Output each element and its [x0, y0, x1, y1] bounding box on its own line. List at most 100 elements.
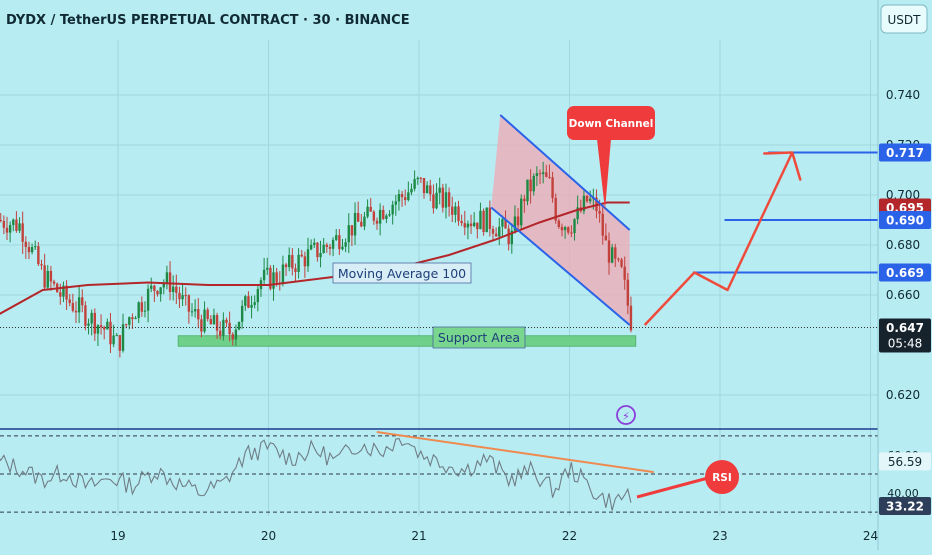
candle-body[interactable]	[422, 178, 426, 194]
candle-body[interactable]	[71, 303, 75, 311]
candle-body[interactable]	[529, 179, 532, 192]
candle-body[interactable]	[168, 272, 172, 292]
candle-body[interactable]	[472, 222, 476, 227]
candle-body[interactable]	[338, 235, 341, 250]
candle-body[interactable]	[219, 330, 222, 336]
candle-body[interactable]	[137, 302, 140, 318]
candle-body[interactable]	[8, 225, 12, 233]
candle-body[interactable]	[68, 299, 71, 304]
candle-body[interactable]	[93, 312, 96, 334]
candle-body[interactable]	[112, 335, 115, 345]
candle-body[interactable]	[30, 247, 34, 253]
candle-body[interactable]	[294, 268, 297, 272]
candle-body[interactable]	[400, 194, 404, 198]
candle-body[interactable]	[99, 325, 103, 328]
candle-body[interactable]	[372, 211, 376, 221]
candle-body[interactable]	[356, 212, 360, 222]
candle-body[interactable]	[491, 228, 495, 234]
candle-body[interactable]	[441, 187, 445, 208]
candle-body[interactable]	[563, 227, 567, 231]
candle-body[interactable]	[40, 264, 43, 266]
candle-body[interactable]	[360, 221, 363, 227]
candle-body[interactable]	[165, 272, 169, 285]
candle-body[interactable]	[140, 302, 144, 312]
candle-body[interactable]	[269, 267, 272, 289]
candle-body[interactable]	[413, 179, 416, 189]
candle-body[interactable]	[610, 247, 614, 263]
candle-body[interactable]	[190, 311, 194, 313]
candle-body[interactable]	[266, 267, 269, 270]
candle-body[interactable]	[435, 192, 438, 209]
candle-body[interactable]	[131, 317, 134, 320]
candle-body[interactable]	[388, 214, 391, 216]
candle-body[interactable]	[193, 309, 197, 312]
candle-body[interactable]	[629, 305, 633, 331]
candle-body[interactable]	[253, 302, 256, 305]
candle-body[interactable]	[21, 223, 24, 242]
candle-body[interactable]	[0, 220, 2, 221]
candle-body[interactable]	[488, 207, 492, 229]
candle-body[interactable]	[582, 195, 586, 212]
candle-body[interactable]	[325, 244, 329, 247]
candle-body[interactable]	[178, 292, 181, 300]
candle-body[interactable]	[548, 176, 551, 178]
candle-body[interactable]	[96, 325, 100, 334]
candle-body[interactable]	[159, 287, 162, 295]
candle-body[interactable]	[538, 173, 542, 175]
candle-body[interactable]	[523, 198, 526, 202]
candle-body[interactable]	[212, 315, 216, 325]
candle-body[interactable]	[244, 296, 247, 306]
candle-body[interactable]	[457, 206, 460, 221]
candle-body[interactable]	[143, 310, 147, 312]
lightning-icon[interactable]	[616, 405, 636, 425]
candle-body[interactable]	[626, 279, 630, 306]
candles[interactable]	[0, 161, 633, 358]
candle-body[interactable]	[43, 265, 46, 288]
candle-body[interactable]	[62, 285, 65, 297]
candle-body[interactable]	[262, 269, 266, 281]
candle-body[interactable]	[460, 220, 463, 224]
candle-body[interactable]	[350, 225, 354, 236]
candle-body[interactable]	[300, 254, 303, 257]
candle-body[interactable]	[316, 242, 319, 258]
candle-body[interactable]	[90, 312, 93, 324]
candle-body[interactable]	[146, 288, 150, 311]
candle-body[interactable]	[228, 322, 231, 335]
candle-body[interactable]	[494, 233, 498, 237]
candle-body[interactable]	[385, 215, 388, 220]
candle-body[interactable]	[375, 220, 379, 224]
candle-body[interactable]	[297, 254, 300, 272]
candle-body[interactable]	[5, 227, 9, 233]
candle-body[interactable]	[576, 207, 579, 220]
candle-body[interactable]	[291, 255, 294, 269]
candle-body[interactable]	[485, 207, 488, 233]
candle-body[interactable]	[52, 281, 56, 284]
candle-body[interactable]	[18, 223, 21, 231]
candle-body[interactable]	[369, 206, 372, 212]
candle-body[interactable]	[623, 266, 626, 280]
candle-body[interactable]	[59, 292, 62, 297]
candle-body[interactable]	[551, 177, 554, 199]
candle-body[interactable]	[284, 264, 288, 268]
candle-body[interactable]	[250, 304, 253, 308]
candle-body[interactable]	[620, 259, 623, 267]
candle-body[interactable]	[234, 329, 238, 340]
candle-body[interactable]	[309, 244, 313, 250]
candle-body[interactable]	[134, 317, 137, 320]
candle-body[interactable]	[344, 242, 347, 247]
candle-body[interactable]	[328, 246, 332, 249]
candle-body[interactable]	[382, 209, 385, 220]
candle-body[interactable]	[407, 192, 410, 201]
candle-body[interactable]	[128, 317, 131, 325]
candle-body[interactable]	[256, 289, 260, 303]
candle-body[interactable]	[507, 228, 510, 245]
candle-body[interactable]	[476, 222, 479, 230]
candle-body[interactable]	[454, 206, 457, 215]
candle-body[interactable]	[209, 319, 213, 325]
candle-body[interactable]	[466, 223, 470, 228]
candle-body[interactable]	[366, 206, 369, 217]
candle-body[interactable]	[410, 188, 413, 193]
candle-body[interactable]	[222, 319, 225, 336]
candle-body[interactable]	[12, 219, 15, 226]
candle-body[interactable]	[570, 232, 573, 234]
